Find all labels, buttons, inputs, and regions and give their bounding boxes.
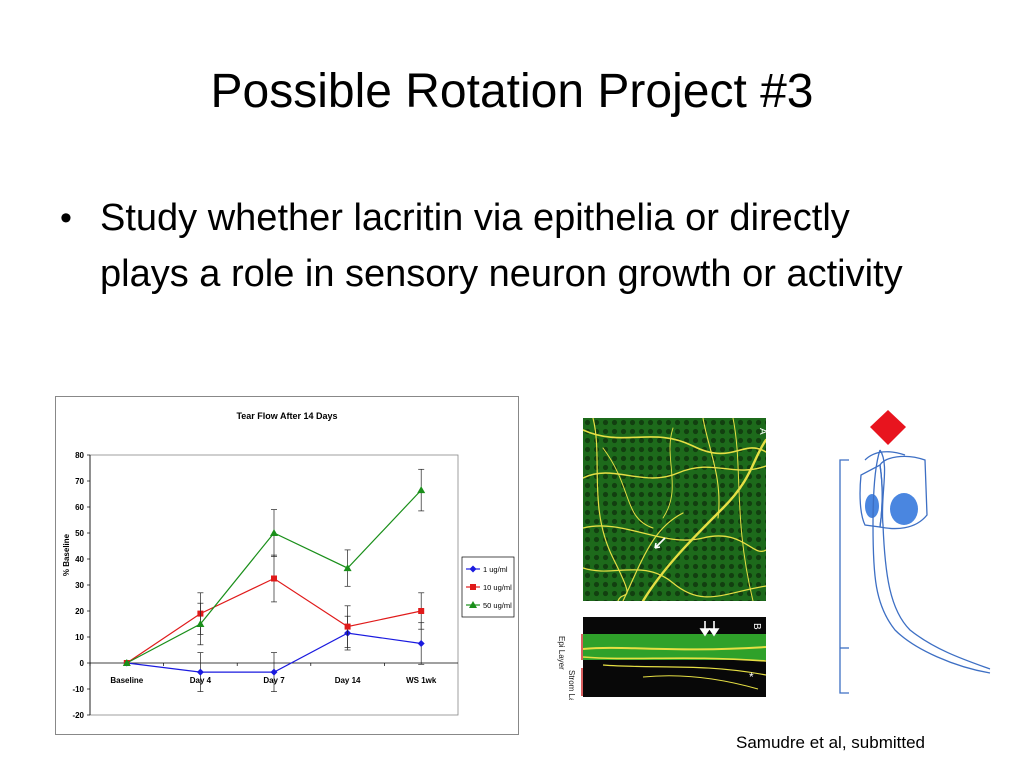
data-point: [344, 623, 351, 630]
y-tick-label: 80: [75, 451, 84, 460]
x-tick-label: WS 1wk: [406, 676, 437, 685]
layer-bracket: [839, 459, 849, 694]
legend-label: 1 ug/ml: [483, 565, 508, 574]
epi-layer-label: Epi Layer: [557, 636, 566, 670]
panel-b-nerves: [583, 646, 766, 690]
bullet-dot: •: [60, 199, 72, 237]
y-tick-label: 10: [75, 633, 84, 642]
arrow-marker: [654, 537, 666, 549]
data-point: [417, 640, 425, 647]
chart-svg: Tear Flow After 14 Days -20 -10 0 10 20 30 40 50…: [62, 411, 515, 720]
micrograph-panel-a: A: [583, 418, 766, 601]
y-tick-label: 20: [75, 607, 84, 616]
y-tick-label: 50: [75, 529, 84, 538]
legend-label: 10 ug/ml: [483, 583, 512, 592]
citation: Samudre et al, submitted: [736, 733, 925, 752]
data-point: [270, 529, 278, 536]
double-arrow-marker: [699, 621, 720, 637]
y-axis-label: % Baseline: [62, 533, 71, 576]
x-tick-label: Baseline: [110, 676, 143, 685]
bullet-text: Study whether lacritin via epithelia or …: [100, 197, 903, 295]
neuron-diagram: [839, 410, 991, 694]
data-point: [271, 575, 277, 582]
slide-title: Possible Rotation Project #3: [210, 65, 814, 118]
layer-labels: Epi Layer Strom Laye: [557, 634, 583, 700]
data-point: [343, 564, 352, 572]
y-tick-label: 40: [75, 555, 84, 564]
y-tick-label: -10: [72, 685, 84, 694]
asterisk: *: [749, 670, 754, 684]
data-point: [196, 668, 204, 676]
nerve-fibers: [583, 418, 766, 601]
legend-swatch-marker: [469, 565, 477, 573]
y-tick-label: 70: [75, 477, 84, 486]
tear-flow-chart: Tear Flow After 14 Days -20 -10 0 10 20 30 40 50…: [55, 396, 519, 735]
epithelial-cells: [859, 451, 928, 530]
tissue-background: [583, 418, 766, 601]
y-tick-label: 30: [75, 581, 84, 590]
panel-b-letter: B: [751, 623, 762, 630]
cell-nucleus-large: [890, 493, 918, 525]
data-point: [196, 620, 205, 627]
data-point: [122, 659, 131, 666]
y-tick-label: 0: [80, 659, 85, 668]
data-point: [270, 668, 278, 676]
strom-layer-label: Strom Laye: [567, 670, 576, 700]
legend-swatch-marker: [469, 601, 477, 608]
chart-title: Tear Flow After 14 Days: [236, 411, 337, 421]
neuron-axon: [872, 449, 991, 674]
x-tick-label: Day 14: [335, 676, 361, 685]
data-point: [418, 608, 425, 614]
y-tick-label: -20: [72, 711, 84, 720]
cell-nucleus-small: [865, 494, 879, 518]
panel-a-letter: A: [757, 428, 766, 435]
stimulus-diamond-icon: [870, 410, 906, 445]
legend-swatch-marker: [470, 584, 476, 590]
y-tick-label: 60: [75, 503, 84, 512]
data-point: [417, 486, 426, 494]
legend-label: 50 ug/ml: [483, 601, 512, 610]
micrograph-panel-b: B *: [583, 617, 766, 697]
